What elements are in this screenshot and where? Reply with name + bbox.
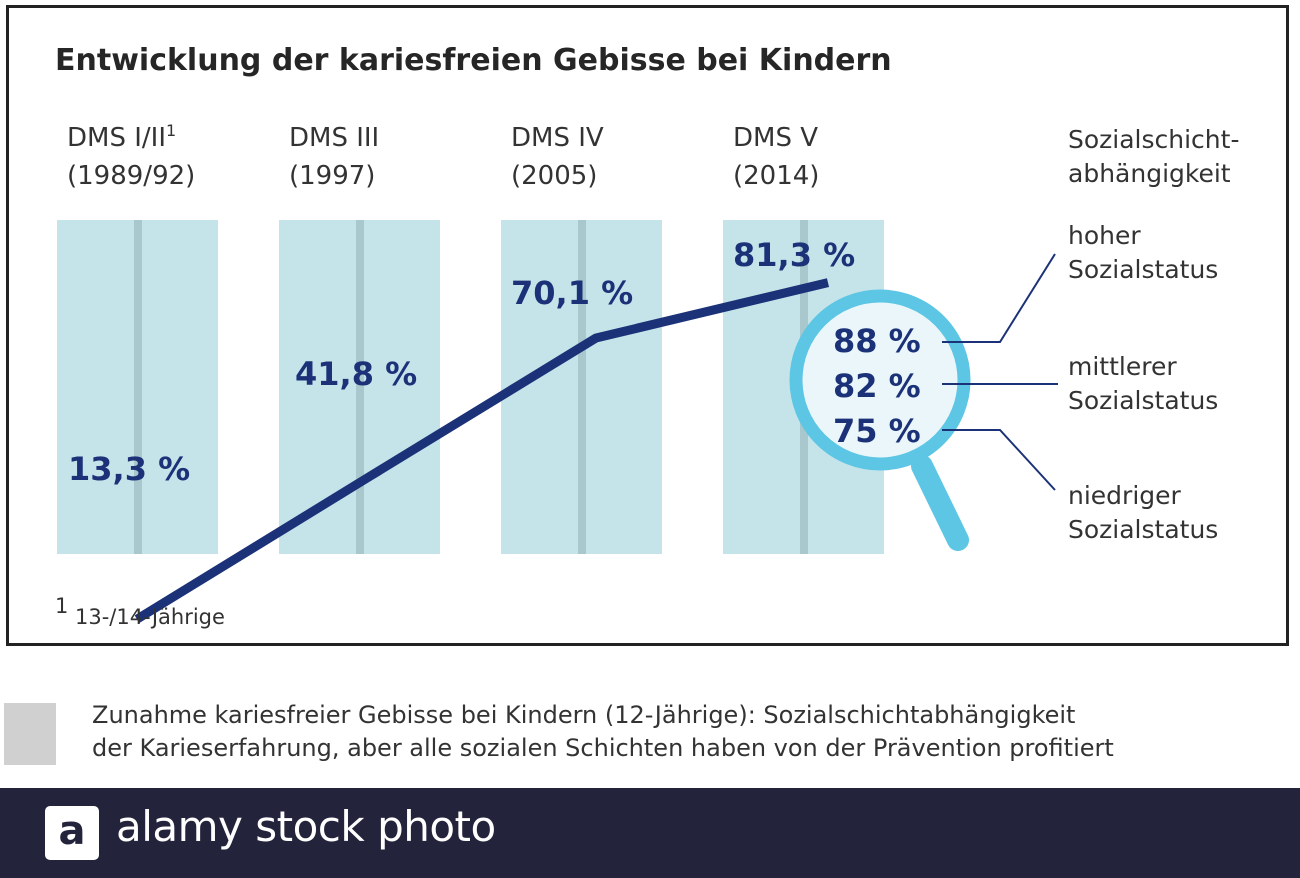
status-label: niedriger <box>1068 481 1182 510</box>
period-label: DMS V <box>733 123 818 153</box>
period-year: (1989/92) <box>67 161 195 191</box>
series-line <box>134 278 830 624</box>
chart-title: Entwicklung der kariesfreien Gebisse bei… <box>55 43 892 78</box>
status-label: Sozialstatus <box>1068 515 1218 544</box>
magnifier-handle <box>911 455 969 551</box>
status-value: 82 % <box>833 367 921 405</box>
data-label: 70,1 % <box>511 274 633 312</box>
caption-line: der Karieserfahrung, aber alle sozialen … <box>92 734 1114 762</box>
chart: Entwicklung der kariesfreien Gebisse bei… <box>55 43 1239 629</box>
caption-line: Zunahme kariesfreier Gebisse bei Kindern… <box>92 701 1076 729</box>
data-label: 13,3 % <box>68 450 190 488</box>
side-header: Sozialschicht- <box>1068 125 1239 154</box>
side-header: abhängigkeit <box>1068 159 1231 188</box>
period-label: DMS III <box>289 123 379 153</box>
status-value: 88 % <box>833 322 921 360</box>
data-label: 41,8 % <box>295 355 417 393</box>
column-stripe <box>578 220 586 554</box>
connector-line <box>942 253 1056 343</box>
caption: Zunahme kariesfreier Gebisse bei Kindern… <box>0 695 1300 775</box>
magnifier-lens-icon <box>789 289 971 471</box>
status-label: Sozialstatus <box>1068 255 1218 284</box>
data-label: 81,3 % <box>733 236 855 274</box>
stock-footer-bar: a alamy stock photo <box>0 788 1300 878</box>
status-value: 75 % <box>833 412 921 450</box>
column-stripe <box>356 220 364 554</box>
status-label: mittlerer <box>1068 352 1177 381</box>
connector-line <box>942 429 1056 491</box>
alamy-logo-icon: a <box>45 806 99 860</box>
status-label: hoher <box>1068 221 1141 250</box>
period-label: DMS I/II1 <box>67 121 176 153</box>
period-label: DMS IV <box>511 123 604 153</box>
status-label: Sozialstatus <box>1068 386 1218 415</box>
caption-text: Zunahme kariesfreier Gebisse bei Kindern… <box>92 699 1292 765</box>
caption-swatch <box>4 703 56 765</box>
period-year: (1997) <box>289 161 375 191</box>
column-stripe <box>134 220 142 554</box>
period-year: (2005) <box>511 161 597 191</box>
period-year: (2014) <box>733 161 819 191</box>
footnote-mark: 1 <box>55 594 68 618</box>
footnote-text: 13-/14-Jährige <box>75 605 225 629</box>
footer-brand-text: alamy stock photo <box>116 802 496 851</box>
